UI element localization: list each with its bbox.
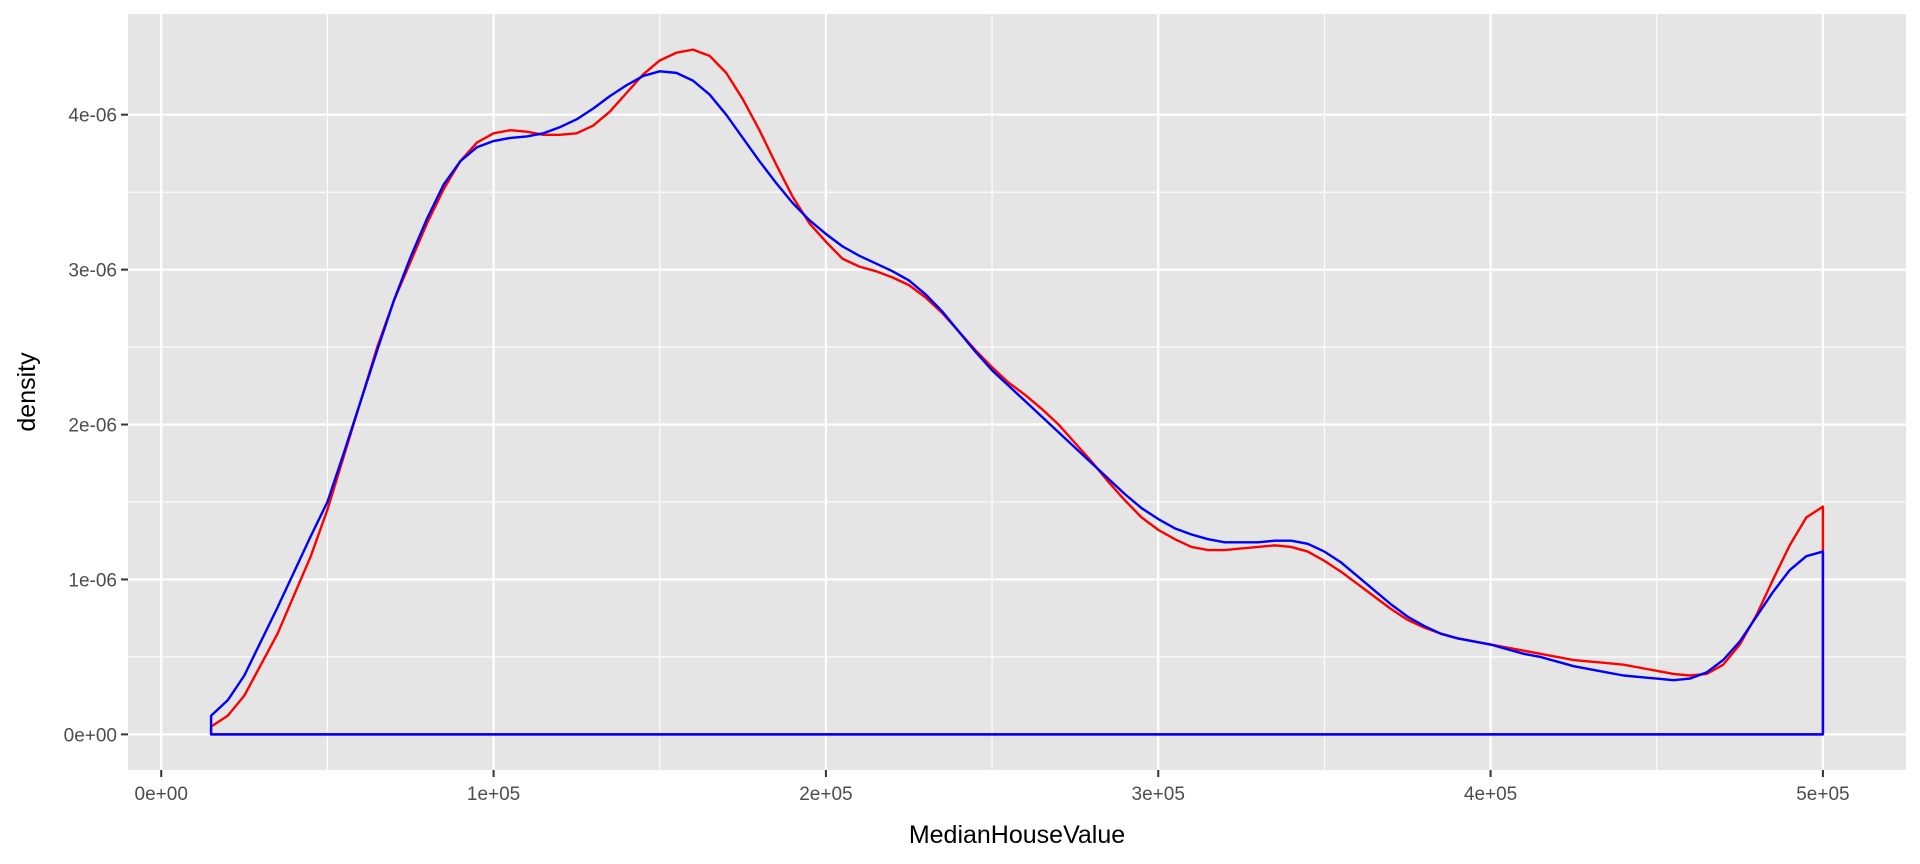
grid-lines	[128, 14, 1906, 770]
y-tick-label: 3e-06	[68, 261, 117, 282]
x-axis-title: MedianHouseValue	[909, 821, 1125, 849]
x-tick-label: 0e+00	[135, 784, 188, 805]
y-tick-label: 1e-06	[68, 570, 117, 591]
y-tick-label: 2e-06	[68, 416, 117, 437]
x-tick-label: 3e+05	[1132, 784, 1185, 805]
density-series-1	[209, 48, 1825, 736]
x-tick-label: 2e+05	[799, 784, 852, 805]
series-layer	[209, 48, 1825, 736]
axes: 0e+00 1e+05 2e+05 3e+05 4e+05 5e+05 0e+00 1e-06…	[64, 106, 1850, 805]
y-tick-label: 0e+00	[64, 725, 117, 746]
y-tick-label: 4e-06	[68, 106, 117, 127]
x-tick-label: 4e+05	[1464, 784, 1517, 805]
y-axis-title: density	[13, 352, 41, 432]
x-tick-label: 5e+05	[1796, 784, 1849, 805]
density-series-2	[209, 70, 1825, 736]
x-tick-label: 1e+05	[467, 784, 520, 805]
